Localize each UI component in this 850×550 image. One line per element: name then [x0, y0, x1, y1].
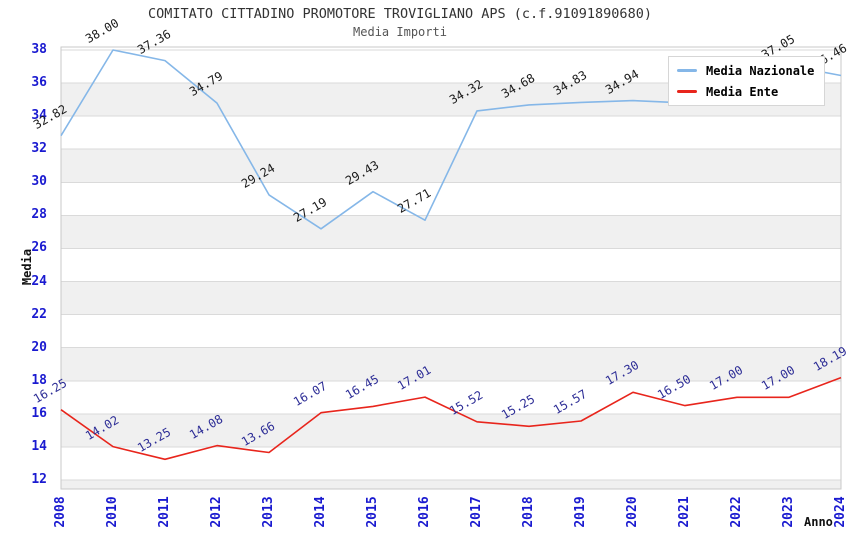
- media-ente-line-swatch: [677, 90, 697, 93]
- y-tick-label: 34: [31, 108, 47, 124]
- x-tick-label: 2019: [573, 496, 588, 528]
- x-tick-label: 2017: [469, 496, 484, 528]
- y-tick-label: 22: [31, 306, 47, 322]
- y-tick-label: 24: [31, 273, 47, 289]
- legend: Media Nazionale Media Ente: [668, 56, 826, 106]
- x-tick-label: 2013: [261, 496, 276, 528]
- x-tick-label: 2018: [521, 496, 536, 528]
- series-line: [60, 376, 842, 461]
- chart-title: COMITATO CITTADINO PROMOTORE TROVIGLIANO…: [148, 6, 652, 22]
- band: [61, 347, 841, 381]
- x-tick-label: 2011: [157, 496, 172, 528]
- y-tick-label: 30: [31, 174, 47, 190]
- legend-item-media-ente: Media Ente: [677, 83, 814, 100]
- x-tick-label: 2016: [417, 496, 432, 528]
- legend-label: Media Ente: [706, 84, 779, 99]
- y-tick-label: 18: [31, 372, 47, 388]
- x-tick-label: 2008: [53, 496, 68, 528]
- legend-label: Media Nazionale: [706, 63, 815, 78]
- band: [61, 281, 841, 315]
- x-tick-label: 2010: [105, 496, 120, 528]
- legend-item-media-nazionale: Media Nazionale: [677, 62, 814, 79]
- y-axis-title: Media: [20, 248, 34, 286]
- y-tick-label: 26: [31, 240, 47, 256]
- y-tick-label: 38: [31, 42, 47, 57]
- y-tick-label: 32: [31, 141, 47, 157]
- x-tick-label: 2024: [833, 496, 848, 528]
- y-tick-label: 28: [31, 207, 47, 223]
- band: [61, 215, 841, 249]
- x-tick-label: 2020: [625, 496, 640, 528]
- x-tick-label: 2023: [781, 496, 796, 528]
- x-tick-label: 2014: [313, 496, 328, 528]
- y-tick-label: 36: [31, 75, 47, 91]
- band: [61, 480, 841, 489]
- y-tick-label: 12: [31, 472, 47, 487]
- chart-subtitle: Media Importi: [353, 25, 447, 39]
- y-tick-label: 14: [31, 438, 47, 454]
- plot-border: [60, 46, 842, 490]
- x-tick-label: 2012: [209, 496, 224, 528]
- band: [61, 413, 841, 447]
- x-tick-label: 2015: [365, 496, 380, 528]
- media-nazionale-line-swatch: [677, 69, 697, 72]
- x-axis-title: Anno: [804, 515, 833, 529]
- x-tick-label: 2021: [677, 496, 692, 528]
- x-tick-label: 2022: [729, 496, 744, 528]
- y-tick-label: 16: [31, 405, 47, 421]
- y-tick-label: 20: [31, 339, 47, 355]
